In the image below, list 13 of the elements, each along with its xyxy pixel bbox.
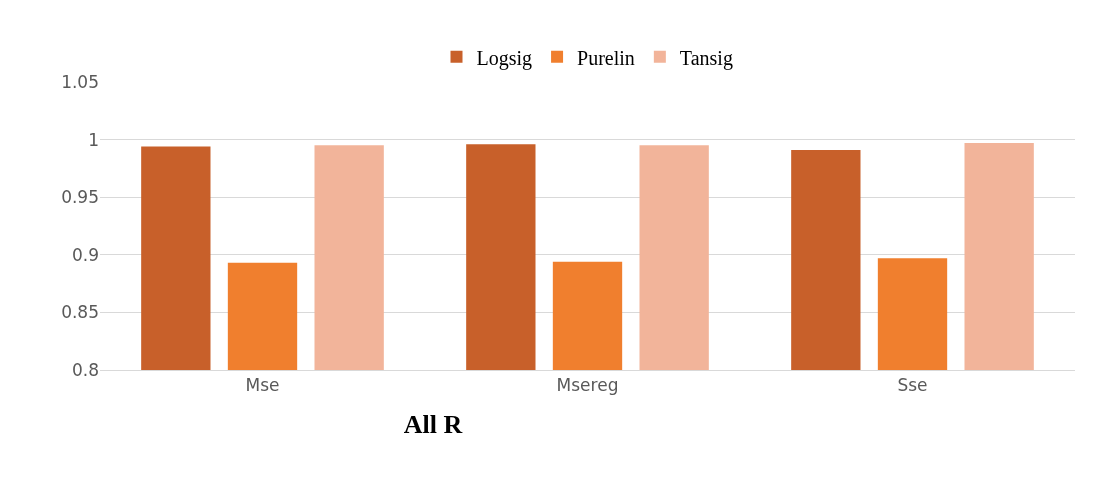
y-tick-label: 0.95	[61, 187, 99, 208]
y-tick-label: 0.85	[61, 302, 99, 323]
x-tick-label: Mse	[245, 375, 280, 396]
y-tick-label: 0.8	[71, 359, 99, 380]
legend-label: Logsig	[476, 46, 533, 70]
x-tick-label: Msereg	[556, 375, 619, 396]
y-tick-label: 0.9	[71, 244, 99, 265]
legend-label: Purelin	[577, 46, 635, 69]
x-tick-label: Sse	[897, 375, 928, 396]
text: All R	[403, 410, 463, 440]
y-tick-label: 1.05	[61, 71, 99, 92]
y-tick-label: 1	[88, 129, 99, 150]
legend-label: Tansig	[679, 46, 733, 70]
